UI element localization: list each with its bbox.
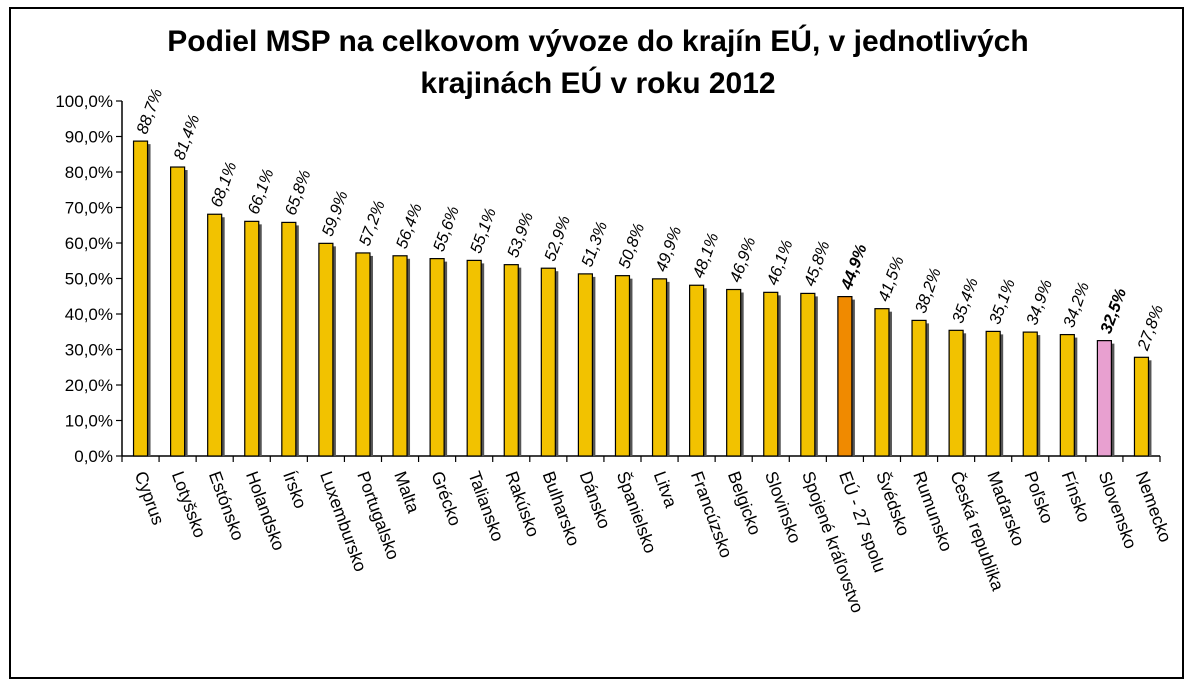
bar (651, 278, 668, 457)
data-label: 59,9% (319, 189, 352, 239)
data-label: 35,1% (986, 277, 1019, 327)
bar (985, 330, 1001, 457)
bar (466, 259, 482, 457)
bar (170, 166, 186, 457)
bar (1133, 356, 1150, 457)
bar (689, 284, 705, 457)
y-tick-label: 60,0% (65, 234, 113, 253)
data-label: 65,8% (282, 168, 315, 218)
category-label: Bulharsko (539, 469, 584, 549)
bar (1022, 331, 1038, 457)
category-label: Poľsko (1020, 469, 1057, 526)
category-label: Belgicko (724, 469, 765, 538)
bar (874, 308, 890, 457)
data-label: 81,4% (170, 112, 203, 162)
chart-title-line1: Podiel MSP na celkovom vývoze do krajín … (167, 25, 1029, 58)
y-tick-label: 0,0% (74, 447, 113, 466)
data-label: 52,9% (541, 213, 574, 263)
bar (392, 255, 408, 457)
bar (1059, 333, 1075, 457)
bar (503, 264, 519, 457)
data-label: 88,7% (133, 86, 166, 136)
bar (540, 267, 556, 457)
category-label: Írsko (279, 469, 311, 511)
data-label: 34,9% (1023, 277, 1056, 327)
bar (429, 258, 445, 457)
bar (132, 140, 149, 457)
data-label: 50,8% (615, 221, 648, 271)
y-tick-label: 30,0% (65, 341, 113, 360)
data-label: 46,9% (727, 235, 760, 285)
category-label: Lotyšsko (168, 469, 210, 541)
bar (800, 292, 816, 457)
data-label: 53,9% (504, 210, 537, 260)
bar (837, 296, 853, 457)
data-label: 32,5% (1097, 286, 1130, 336)
data-label: 68,1% (208, 159, 241, 209)
category-label: Taliansko (464, 469, 508, 544)
category-label: Fínsko (1058, 469, 1095, 525)
data-label: 34,2% (1060, 280, 1093, 330)
bar (318, 242, 334, 457)
data-label: 45,8% (801, 239, 834, 289)
category-label: Litva (650, 469, 682, 511)
y-tick-label: 50,0% (65, 270, 113, 289)
data-label: 51,3% (578, 219, 611, 269)
y-tick-label: 20,0% (65, 376, 113, 395)
axis-layer: 0,0% 10,0% 20,0% 30,0% 40,0% 50,0% 60,0% 70,0% 8… (55, 92, 1161, 466)
bar (355, 252, 371, 457)
data-label: 56,4% (393, 201, 426, 251)
data-label: 44,9% (837, 242, 870, 293)
data-label: 55,6% (430, 204, 463, 254)
y-tick-label: 70,0% (65, 199, 113, 218)
category-label: Cyprus (131, 469, 169, 528)
data-label: 57,2% (356, 198, 389, 248)
y-tick-label: 90,0% (65, 128, 113, 147)
category-label: Slovinsko (761, 469, 805, 546)
data-label: 27,8% (1134, 303, 1167, 354)
bar (614, 275, 631, 457)
bar (948, 329, 964, 457)
data-label: 55,1% (467, 206, 500, 256)
data-label: 48,1% (689, 230, 722, 280)
category-label: Nemecko (1132, 469, 1176, 545)
bar (281, 221, 297, 457)
bar (577, 273, 593, 457)
category-label: Rakúsko (501, 469, 543, 540)
data-label: 41,5% (875, 254, 908, 304)
category-label: Estónsko (205, 469, 248, 543)
category-label: Švédsko (872, 468, 915, 538)
data-label: 66,1% (245, 167, 278, 217)
bar (763, 291, 779, 457)
category-label: Grécko (427, 469, 465, 529)
bar (244, 220, 260, 457)
y-tick-label: 100,0% (55, 92, 113, 111)
category-label: Dánsko (576, 469, 615, 532)
y-tick-label: 10,0% (65, 412, 113, 431)
bar (207, 213, 223, 457)
y-tick-label: 40,0% (65, 305, 113, 324)
y-tick-label: 80,0% (65, 163, 113, 182)
bar-layer (132, 140, 1152, 457)
data-label: 46,1% (764, 238, 797, 288)
data-label: 38,2% (912, 266, 945, 316)
category-label: Malta (390, 469, 424, 516)
bar (911, 319, 927, 457)
data-label: 35,4% (949, 276, 982, 326)
data-label: 49,9% (652, 224, 685, 274)
bar (1096, 340, 1112, 457)
bar (726, 288, 742, 457)
chart-title-line2: krajinách EÚ v roku 2012 (420, 67, 776, 100)
